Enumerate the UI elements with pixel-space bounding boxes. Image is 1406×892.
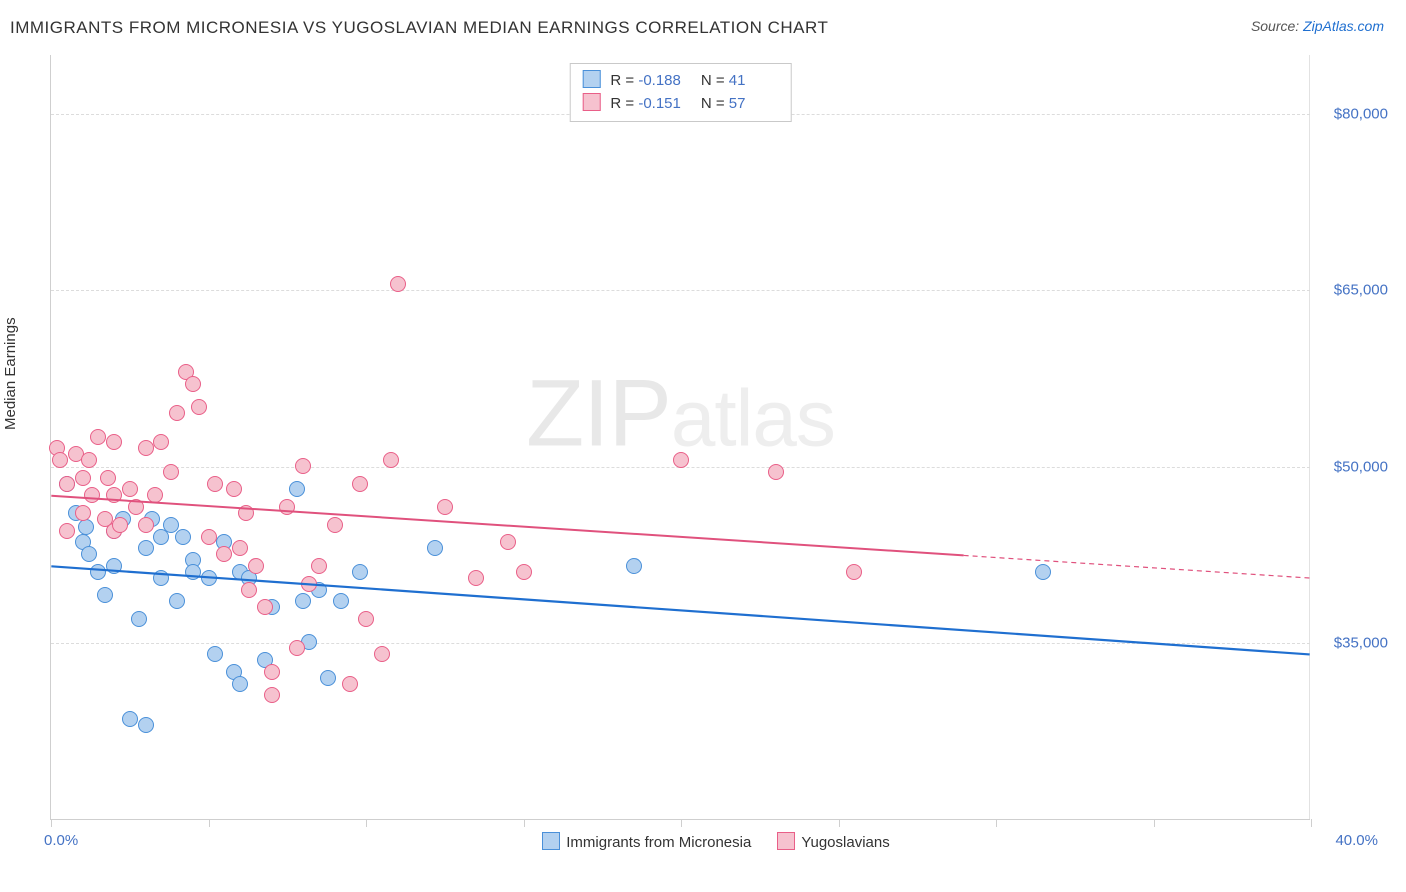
bottom-swatch-yugo — [777, 832, 795, 850]
stat-n-label: N = — [701, 72, 725, 89]
source-prefix: Source: — [1251, 18, 1303, 34]
trend-lines-svg — [51, 55, 1310, 819]
stat-n-value: 41 — [729, 69, 779, 92]
x-tick — [1154, 819, 1155, 827]
bottom-label-yugo: Yugoslavians — [801, 834, 889, 851]
stat-legend-row-micronesia: R = -0.188 N = 41 — [582, 69, 779, 92]
y-axis-label: Median Earnings — [2, 317, 19, 430]
stat-n-value: 57 — [729, 92, 779, 115]
y-tick-label: $65,000 — [1318, 282, 1388, 299]
x-tick — [1311, 819, 1312, 827]
stat-n-label: N = — [701, 95, 725, 112]
bottom-legend: Immigrants from Micronesia Yugoslavians — [0, 832, 1406, 851]
trend-line-micronesia — [51, 566, 1309, 654]
stat-r-label: R = — [610, 95, 634, 112]
y-tick-label: $80,000 — [1318, 105, 1388, 122]
y-tick-label: $35,000 — [1318, 635, 1388, 652]
x-tick — [681, 819, 682, 827]
x-tick — [524, 819, 525, 827]
x-tick — [996, 819, 997, 827]
stat-r-value: -0.188 — [638, 69, 688, 92]
x-tick — [51, 819, 52, 827]
x-tick — [839, 819, 840, 827]
chart-container: { "title": "IMMIGRANTS FROM MICRONESIA V… — [0, 0, 1406, 892]
bottom-label-micronesia: Immigrants from Micronesia — [566, 834, 751, 851]
legend-swatch-yugo — [582, 93, 600, 111]
stat-r-value: -0.151 — [638, 92, 688, 115]
chart-title: IMMIGRANTS FROM MICRONESIA VS YUGOSLAVIA… — [10, 18, 828, 38]
stat-r-label: R = — [610, 72, 634, 89]
trend-line-yugo — [51, 496, 963, 556]
plot-area: ZIPatlas R = -0.188 N = 41 R = -0.151 N … — [50, 55, 1310, 820]
y-tick-label: $50,000 — [1318, 458, 1388, 475]
bottom-swatch-micronesia — [542, 832, 560, 850]
source-link[interactable]: ZipAtlas.com — [1303, 18, 1384, 34]
x-tick — [366, 819, 367, 827]
source-label: Source: ZipAtlas.com — [1251, 18, 1384, 34]
x-tick — [209, 819, 210, 827]
stat-legend-row-yugo: R = -0.151 N = 57 — [582, 92, 779, 115]
legend-swatch-micronesia — [582, 70, 600, 88]
trend-line-dashed-yugo — [964, 555, 1310, 578]
stat-legend: R = -0.188 N = 41 R = -0.151 N = 57 — [569, 63, 792, 122]
